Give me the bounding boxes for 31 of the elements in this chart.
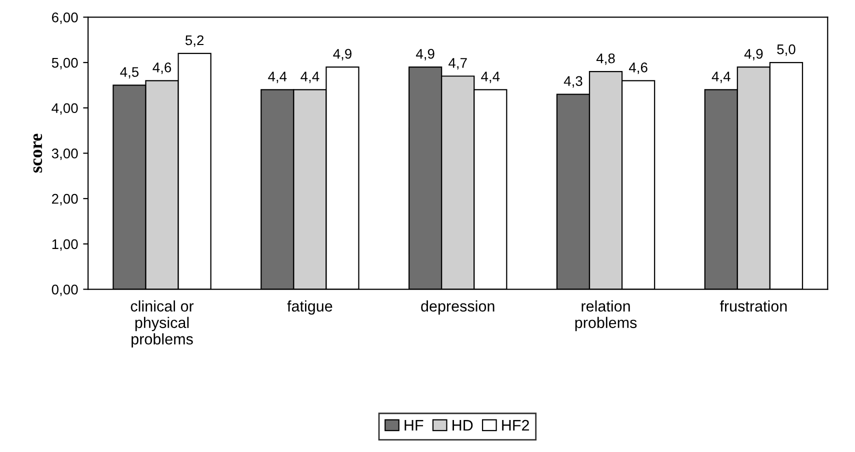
data-label: 4,4 <box>712 72 730 84</box>
data-label: 4,4 <box>268 72 287 84</box>
data-label: 4,9 <box>333 48 352 60</box>
y-tick-label: 5,00 <box>52 58 78 70</box>
y-axis-title: score <box>33 134 42 173</box>
data-label: 4,5 <box>120 67 139 79</box>
data-label: 4,9 <box>744 48 763 60</box>
data-label: 4,9 <box>416 48 434 60</box>
data-label: 4,4 <box>300 72 320 84</box>
data-label: 5,2 <box>185 35 204 47</box>
y-tick-label: 4,00 <box>52 103 78 115</box>
y-tick-label: 6,00 <box>52 12 78 24</box>
data-label: 4,8 <box>596 53 615 65</box>
y-tick-label: 3,00 <box>52 148 78 160</box>
x-tick-label: clinical or physical problems <box>130 300 194 348</box>
data-label: 5,0 <box>777 44 796 56</box>
data-label: 4,6 <box>628 62 648 74</box>
data-label: 4,7 <box>448 58 467 70</box>
legend-label: HD <box>452 420 473 431</box>
data-label: 4,3 <box>564 76 582 88</box>
x-tick-label: fatigue <box>287 300 332 315</box>
y-tick-label: 0,00 <box>52 284 78 296</box>
y-tick-label: 1,00 <box>52 239 78 251</box>
x-tick-label: frustration <box>720 300 787 312</box>
legend-label: HF2 <box>502 420 529 431</box>
legend-label: HF <box>404 420 424 431</box>
x-tick-label: depression <box>421 300 494 315</box>
data-label: 4,4 <box>481 72 500 84</box>
data-label: 4,6 <box>152 62 172 74</box>
x-tick-label: relation problems <box>575 300 637 332</box>
y-tick-label: 2,00 <box>52 194 78 206</box>
